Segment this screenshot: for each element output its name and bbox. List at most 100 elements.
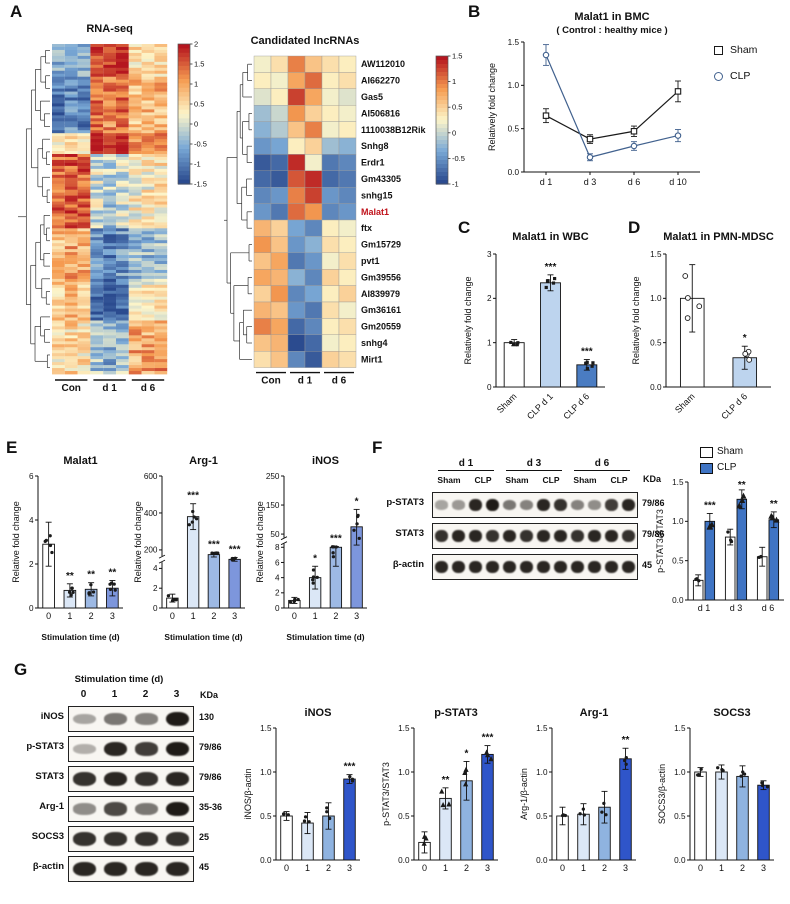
- heatmap-cell: [253, 104, 272, 122]
- heatmap-cell: [103, 73, 116, 78]
- data-point: [623, 758, 627, 763]
- chart-text: Gm15729: [361, 240, 401, 250]
- heatmap-cell: [90, 258, 104, 262]
- blot-band: [73, 743, 96, 755]
- heatmap-cell: [116, 177, 129, 182]
- data-point: [604, 813, 608, 817]
- heatmap-cell: [103, 91, 116, 95]
- heatmap-cell: [154, 240, 168, 244]
- heatmap-cell: [128, 183, 142, 188]
- heatmap-cell: [77, 243, 91, 247]
- heatmap-cell: [64, 275, 78, 280]
- data-point: [760, 781, 764, 785]
- data-point: [311, 578, 315, 582]
- chart-text: Snhg8: [361, 141, 389, 151]
- heatmap-cell: [154, 168, 168, 173]
- heatmap-cell: [128, 154, 142, 158]
- heatmap-cell: [141, 293, 155, 298]
- heatmap-cell: [90, 154, 104, 158]
- heatmap-cell: [116, 156, 129, 161]
- heatmap-cell: [154, 305, 168, 309]
- heatmap-cell: [90, 243, 104, 247]
- heatmap-cell: [77, 347, 91, 351]
- chart-text: 150: [266, 501, 280, 510]
- heatmap-cell: [154, 249, 168, 253]
- heatmap-cell: [116, 269, 129, 274]
- malat1-stim-bar-chart: Malat1 0 2 4 6 Relative fold change 0 ** 1 ** 2 ** 3…: [10, 452, 128, 644]
- heatmap-cell: [128, 332, 142, 336]
- heatmap-cell: [116, 44, 129, 48]
- heatmap-cell: [90, 70, 104, 75]
- data-point: [48, 543, 53, 548]
- heatmap-cell: [128, 365, 142, 369]
- heatmap-cell: [154, 180, 168, 185]
- chart-text: d 1: [698, 603, 711, 613]
- blot-band: [452, 529, 465, 543]
- heatmap-cell: [77, 162, 91, 167]
- heatmap-cell: [64, 249, 78, 253]
- heatmap-cell: [287, 236, 306, 253]
- heatmap-cell: [103, 362, 116, 366]
- heatmap-cell: [128, 231, 142, 235]
- colorbar-segment: [178, 157, 190, 163]
- heatmap-cell: [90, 207, 104, 211]
- heatmap-cell: [116, 329, 129, 333]
- heatmap-cell: [77, 85, 91, 89]
- heatmap-cell: [90, 326, 104, 330]
- data-point: [578, 812, 582, 816]
- heatmap-cell: [141, 136, 155, 140]
- chart-text: 0: [153, 604, 158, 613]
- data-point: [166, 594, 171, 598]
- heatmap-cell: [64, 243, 78, 247]
- blot-band: [73, 861, 96, 877]
- bar: [724, 536, 736, 601]
- heatmap-cell: [154, 79, 168, 84]
- heatmap-cell: [52, 127, 65, 131]
- bar: [343, 778, 356, 861]
- chart-text: 1110038B12Rik: [361, 125, 427, 135]
- heatmap-cell: [141, 252, 155, 256]
- heatmap-cell: [103, 112, 116, 116]
- heatmap-cell: [77, 70, 91, 75]
- heatmap-cell: [52, 109, 65, 113]
- chart-text: 0.5: [398, 812, 410, 821]
- heatmap-cell: [116, 106, 129, 110]
- chart-text: 0: [29, 604, 34, 613]
- colorbar-segment: [436, 108, 448, 113]
- heatmap-cell: [128, 201, 142, 205]
- heatmap-cell: [154, 189, 168, 194]
- colorbar-segment: [178, 179, 190, 185]
- heatmap-cell: [77, 189, 91, 194]
- heatmap-cell: [103, 305, 116, 309]
- chart-text: 4: [153, 564, 158, 573]
- colorbar-segment: [436, 56, 448, 61]
- chart-text: 0: [698, 863, 703, 873]
- colorbar-segment: [178, 100, 190, 106]
- heatmap-cell: [304, 285, 323, 303]
- chart-text: 0.0: [398, 856, 410, 865]
- kda-header: KDa: [643, 474, 662, 484]
- colorbar-segment: [436, 140, 448, 145]
- heatmap-cell: [64, 133, 78, 137]
- heatmap-cell: [90, 368, 104, 372]
- blot-band: [452, 560, 465, 574]
- heatmap-cell: [103, 103, 116, 107]
- heatmap-cell: [270, 236, 289, 253]
- heatmap-cell: [77, 305, 91, 309]
- heatmap-cell: [154, 136, 168, 140]
- blot-strip: [68, 736, 194, 762]
- colorbar-segment: [436, 180, 448, 185]
- heatmap-cell: [141, 97, 155, 101]
- data-point: [488, 756, 494, 762]
- heatmap-cell: [103, 365, 116, 369]
- chart-text: Stimulation time (d): [41, 632, 119, 642]
- data-point: [769, 514, 776, 521]
- heatmap-cell: [154, 162, 168, 167]
- heatmap-cell: [103, 139, 116, 143]
- chart-text: **: [87, 570, 95, 581]
- heatmap-cell: [128, 174, 142, 179]
